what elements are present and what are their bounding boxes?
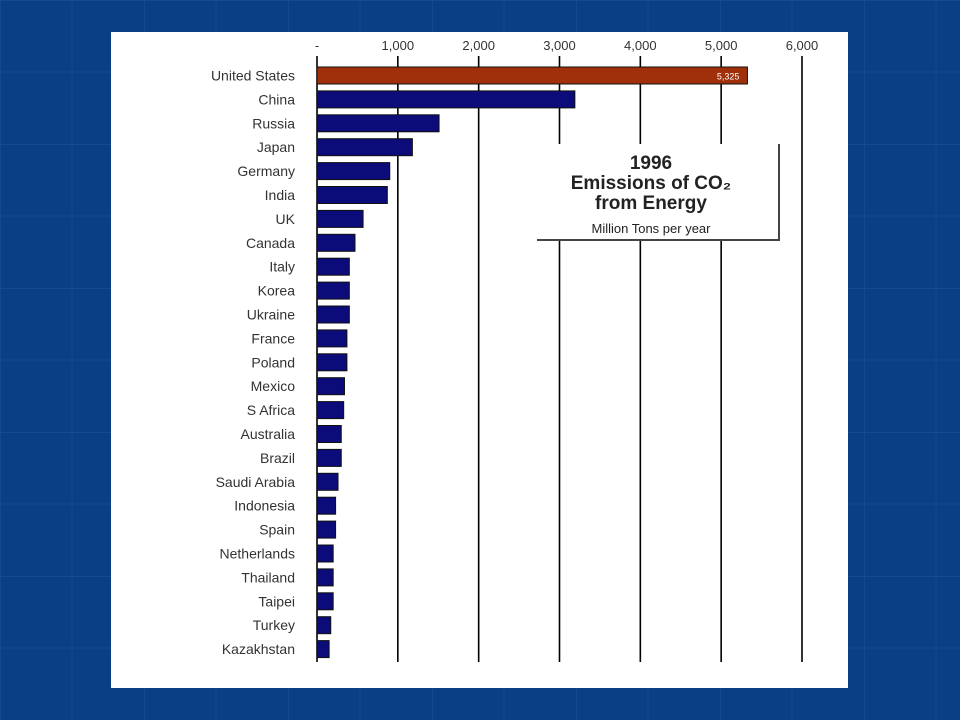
- category-label: Ukraine: [247, 307, 295, 323]
- bar: [316, 233, 356, 252]
- x-tick-label: 6,000: [786, 38, 819, 53]
- bar: [316, 425, 342, 443]
- category-labels: United States China Russia Japan Germany Indi…: [211, 68, 296, 658]
- bar: [316, 568, 334, 587]
- x-tick-label: 2,000: [462, 38, 495, 53]
- x-tick-label: 5,000: [705, 38, 738, 53]
- bar: [316, 186, 388, 204]
- chart-title-line-3: from Energy: [595, 193, 707, 214]
- category-label: Japan: [257, 139, 295, 155]
- bar: [316, 281, 350, 300]
- category-label: Spain: [259, 522, 295, 538]
- category-label: United States: [211, 68, 295, 84]
- category-label: Germany: [237, 163, 295, 179]
- bar: [316, 496, 337, 515]
- bar: [316, 592, 334, 611]
- category-label: Canada: [246, 235, 295, 251]
- chart-panel: 5,325 United States China Russia Japan Germa…: [111, 32, 848, 688]
- bar: [316, 138, 413, 157]
- bar: [316, 257, 350, 276]
- bar: [316, 209, 364, 228]
- chart-title-line-1: 1996: [630, 153, 672, 174]
- chart-subtitle: Million Tons per year: [592, 221, 712, 236]
- bar: [316, 305, 350, 324]
- bar: [316, 114, 440, 133]
- x-tick-label: -: [315, 38, 319, 53]
- bars: 5,325: [316, 66, 748, 659]
- bar: [316, 616, 332, 635]
- category-label: Thailand: [241, 569, 295, 585]
- category-label: France: [251, 330, 295, 346]
- x-tick-label: 1,000: [382, 38, 415, 53]
- category-label: Australia: [241, 426, 296, 442]
- category-label: China: [258, 91, 295, 107]
- x-tick-label: 3,000: [543, 38, 576, 53]
- category-label: Indonesia: [234, 498, 295, 514]
- bar: [316, 448, 342, 467]
- category-label: UK: [276, 211, 296, 227]
- category-label: Kazakhstan: [222, 641, 295, 657]
- category-label: Netherlands: [220, 546, 296, 562]
- chart-title-box: 1996 Emissions of CO₂ from Energy Millio…: [529, 144, 780, 241]
- category-label: India: [265, 187, 296, 203]
- bar: [316, 401, 345, 420]
- x-tick-label: 4,000: [624, 38, 657, 53]
- category-label: Saudi Arabia: [216, 474, 296, 490]
- bar: [316, 640, 330, 659]
- emissions-bar-chart: 5,325 United States China Russia Japan Germa…: [211, 38, 818, 662]
- category-label: S Africa: [247, 402, 295, 418]
- category-label: Poland: [251, 354, 295, 370]
- chart-title-line-2: Emissions of CO₂: [571, 173, 731, 194]
- data-label: 5,325: [717, 72, 740, 82]
- title-box-background: [529, 144, 779, 240]
- bar: [316, 472, 339, 491]
- category-label: Italy: [269, 259, 295, 275]
- bar: [316, 329, 348, 348]
- bar: [316, 377, 345, 396]
- category-label: Mexico: [251, 378, 296, 394]
- bar: [316, 162, 391, 181]
- bar: [316, 353, 348, 372]
- category-label: Russia: [252, 115, 295, 131]
- title-box-border: [537, 144, 780, 241]
- category-label: Korea: [258, 283, 296, 299]
- bar: [316, 66, 748, 85]
- category-label: Brazil: [260, 450, 295, 466]
- x-tick-labels: - 1,000 2,000 3,000 4,000 5,000 6,000: [315, 38, 818, 53]
- bar: [316, 544, 334, 563]
- category-label: Turkey: [253, 617, 295, 633]
- category-label: Taipei: [258, 593, 295, 609]
- bar: [316, 520, 337, 539]
- bar: [316, 90, 576, 109]
